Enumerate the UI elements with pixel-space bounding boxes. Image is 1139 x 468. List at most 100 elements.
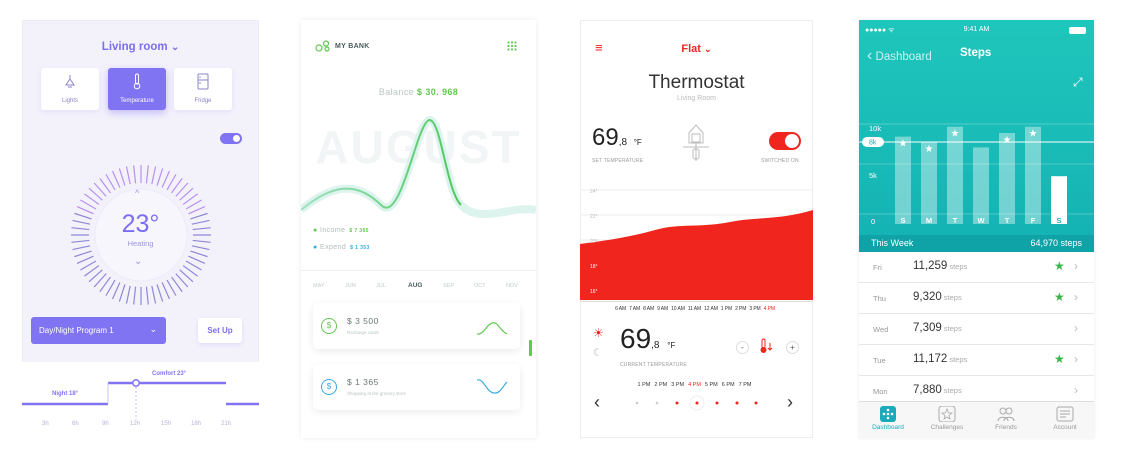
divider [301, 270, 536, 271]
decrease-button[interactable]: - [736, 341, 749, 354]
mode-selector[interactable]: Flat ⌄ [580, 43, 813, 55]
dial-tick [151, 166, 157, 185]
chevron-right-icon: › [1074, 352, 1078, 366]
expend-value: $ 1 353 [350, 245, 370, 251]
list-item[interactable]: Thu 9,320 steps ★ › [859, 283, 1094, 314]
bar[interactable] [1025, 126, 1041, 224]
time-label: 7 AM [629, 306, 641, 312]
list-item[interactable]: Tue 11,172 steps ★ › [859, 345, 1094, 376]
chevron-right-icon[interactable]: › [787, 392, 793, 412]
month-tab[interactable]: JUN [345, 283, 356, 289]
day-label: Mon [873, 387, 888, 396]
dial-tick [76, 255, 94, 265]
schedule-timeline[interactable] [22, 375, 259, 420]
dial-tick [171, 276, 183, 292]
bank-screen: MY BANK Balance $ 30. 968 AUGUST ● Incom… [301, 20, 536, 438]
balance-label: Balance [378, 87, 415, 97]
x-tick-label: S [900, 216, 905, 225]
program-dropdown[interactable]: Day/Night Program 1 ⌄ [31, 317, 166, 344]
current-temperature: 69,8 °F [620, 323, 675, 355]
dial-tick [84, 193, 100, 205]
transaction-amount: $ 3 500 [347, 316, 379, 326]
room-selector[interactable]: Living room ⌄ [22, 41, 259, 53]
income-label: Income [320, 227, 346, 234]
device-label: Lights [61, 98, 78, 104]
transaction-card[interactable]: $ $ 3 500 Recharge cards [313, 303, 520, 349]
y-tick-label: 0 [871, 217, 875, 225]
month-tab-selected[interactable]: AUG [408, 282, 423, 289]
dial-tick [192, 227, 211, 231]
month-tab[interactable]: MAY [313, 283, 325, 289]
transaction-amount: $ 1 365 [347, 377, 379, 387]
hour-label: 1 PM [637, 382, 651, 388]
tab-account[interactable]: Account [1036, 406, 1094, 431]
y-tick-label: 16° [590, 289, 598, 295]
expend-label: Expend [320, 244, 347, 251]
increase-button[interactable]: + [786, 341, 799, 354]
list-item[interactable]: Mon 7,880 steps › [859, 376, 1094, 407]
device-fridge[interactable]: Fridge [174, 68, 232, 110]
bar[interactable] [921, 142, 937, 224]
increase-temp-icon[interactable]: ^ [135, 188, 140, 198]
current-temp-int: 69 [620, 323, 652, 354]
month-tab[interactable]: JUL [376, 283, 386, 289]
dial-tick [171, 178, 183, 194]
tab-challenges[interactable]: Challenges [918, 406, 976, 431]
device-lights[interactable]: Lights [41, 68, 99, 110]
dial-tick [71, 227, 90, 231]
tab-dashboard[interactable]: Dashboard [859, 406, 917, 431]
x-tick-label: F [1031, 216, 1036, 225]
time-label: 10 AM [671, 306, 685, 312]
dial-tick [99, 276, 111, 292]
time-label: 11 AM [687, 306, 702, 312]
list-item[interactable]: Wed 7,309 steps › [859, 314, 1094, 345]
thermometer-icon [133, 73, 141, 90]
steps-value: 11,172 [913, 353, 948, 365]
month-tab[interactable]: OCT [474, 283, 486, 289]
bank-brand: MY BANK [335, 43, 370, 50]
hour-label: 3h [42, 421, 49, 427]
chevron-left-icon[interactable]: ‹ [594, 392, 600, 412]
bar[interactable] [1051, 176, 1067, 224]
transaction-card[interactable]: $ $ 1 365 Shopping at the grocery store [313, 364, 520, 410]
grid-menu-icon[interactable] [507, 41, 517, 51]
tab-friends[interactable]: Friends [977, 406, 1035, 431]
decrease-temp-icon[interactable]: ⌄ [134, 256, 143, 267]
set-temperature: 69,8 °F [592, 124, 642, 152]
time-label: 12 AM [704, 306, 718, 312]
steps-unit: steps [949, 262, 968, 271]
y-tick-label: 18° [590, 264, 598, 270]
list-item[interactable]: Fri 11,259 steps ★ › [859, 252, 1094, 283]
dial-tick [190, 212, 208, 220]
month-tab[interactable]: SEP [443, 283, 455, 289]
back-button[interactable]: ‹ Dashboard [867, 47, 932, 65]
dial-tick [71, 239, 90, 243]
hour-label: 7 PM [738, 382, 752, 388]
expand-icon[interactable]: ⤢ [1073, 75, 1083, 89]
setup-button[interactable]: Set Up [198, 318, 242, 343]
hour-label: 9h [102, 421, 109, 427]
thermostat-screen: Living room ⌄ Lights Temperature Fridge … [22, 20, 259, 438]
day-label: Fri [873, 263, 882, 272]
bar[interactable] [999, 133, 1015, 224]
hour-label: 5 PM [704, 382, 718, 388]
dial-tick [156, 168, 164, 186]
power-toggle[interactable] [220, 133, 242, 144]
week-label: This Week [871, 238, 914, 248]
bar[interactable] [895, 136, 911, 224]
month-tab[interactable]: NOV [506, 283, 518, 289]
menu-icon[interactable]: ≡ [595, 40, 603, 55]
hour-label: 4 PM [688, 382, 701, 388]
star-icon: ★ [1054, 290, 1065, 304]
dial-tick [72, 245, 91, 251]
schedule-handle[interactable] [132, 379, 140, 387]
bar[interactable] [947, 126, 963, 224]
switch-toggle[interactable] [769, 132, 801, 150]
hour-dots[interactable] [630, 395, 760, 411]
device-temperature[interactable]: Temperature [108, 68, 166, 110]
steps-value: 7,880 [913, 384, 942, 396]
dollar-coin-icon: $ [321, 318, 337, 334]
thermometer-down-icon [760, 338, 773, 353]
temperature-dial[interactable] [66, 160, 216, 310]
bar[interactable] [973, 147, 989, 224]
